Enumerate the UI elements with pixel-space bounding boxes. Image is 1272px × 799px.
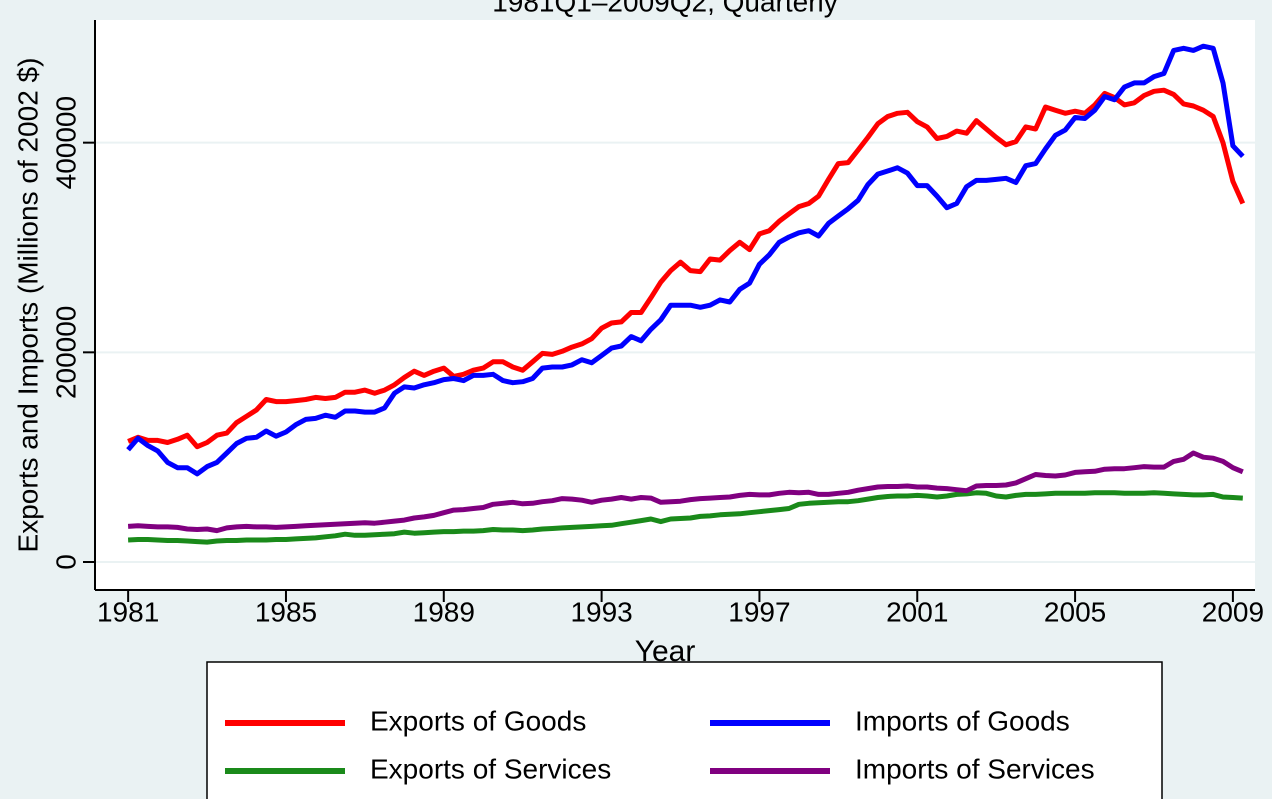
x-tick-label: 1989 <box>413 596 475 627</box>
chart-title: 1981Q1–2009Q2, Quarterly <box>492 0 838 17</box>
x-tick-label: 1985 <box>255 596 317 627</box>
series-line <box>126 43 1245 477</box>
legend-label: Imports of Services <box>855 753 1095 784</box>
x-tick-label: 1997 <box>728 596 790 627</box>
x-tick-label: 2005 <box>1044 596 1106 627</box>
legend-box <box>206 661 1163 799</box>
legend-label: Imports of Goods <box>855 705 1070 736</box>
x-tick-label: 2001 <box>886 596 948 627</box>
x-tick-label: 2009 <box>1202 596 1264 627</box>
series-line <box>127 490 1243 545</box>
legend-label: Exports of Goods <box>370 705 586 736</box>
legend-label: Exports of Services <box>370 753 611 784</box>
y-tick-label: 0 <box>50 554 81 570</box>
series-line <box>127 450 1244 534</box>
y-axis-label: Exports and Imports (Millions of 2002 $) <box>12 58 43 553</box>
x-tick-label: 1993 <box>570 596 632 627</box>
x-tick-label: 1981 <box>97 596 159 627</box>
y-tick-label: 400000 <box>50 96 81 189</box>
series-line <box>127 87 1246 450</box>
y-tick-label: 200000 <box>50 306 81 399</box>
